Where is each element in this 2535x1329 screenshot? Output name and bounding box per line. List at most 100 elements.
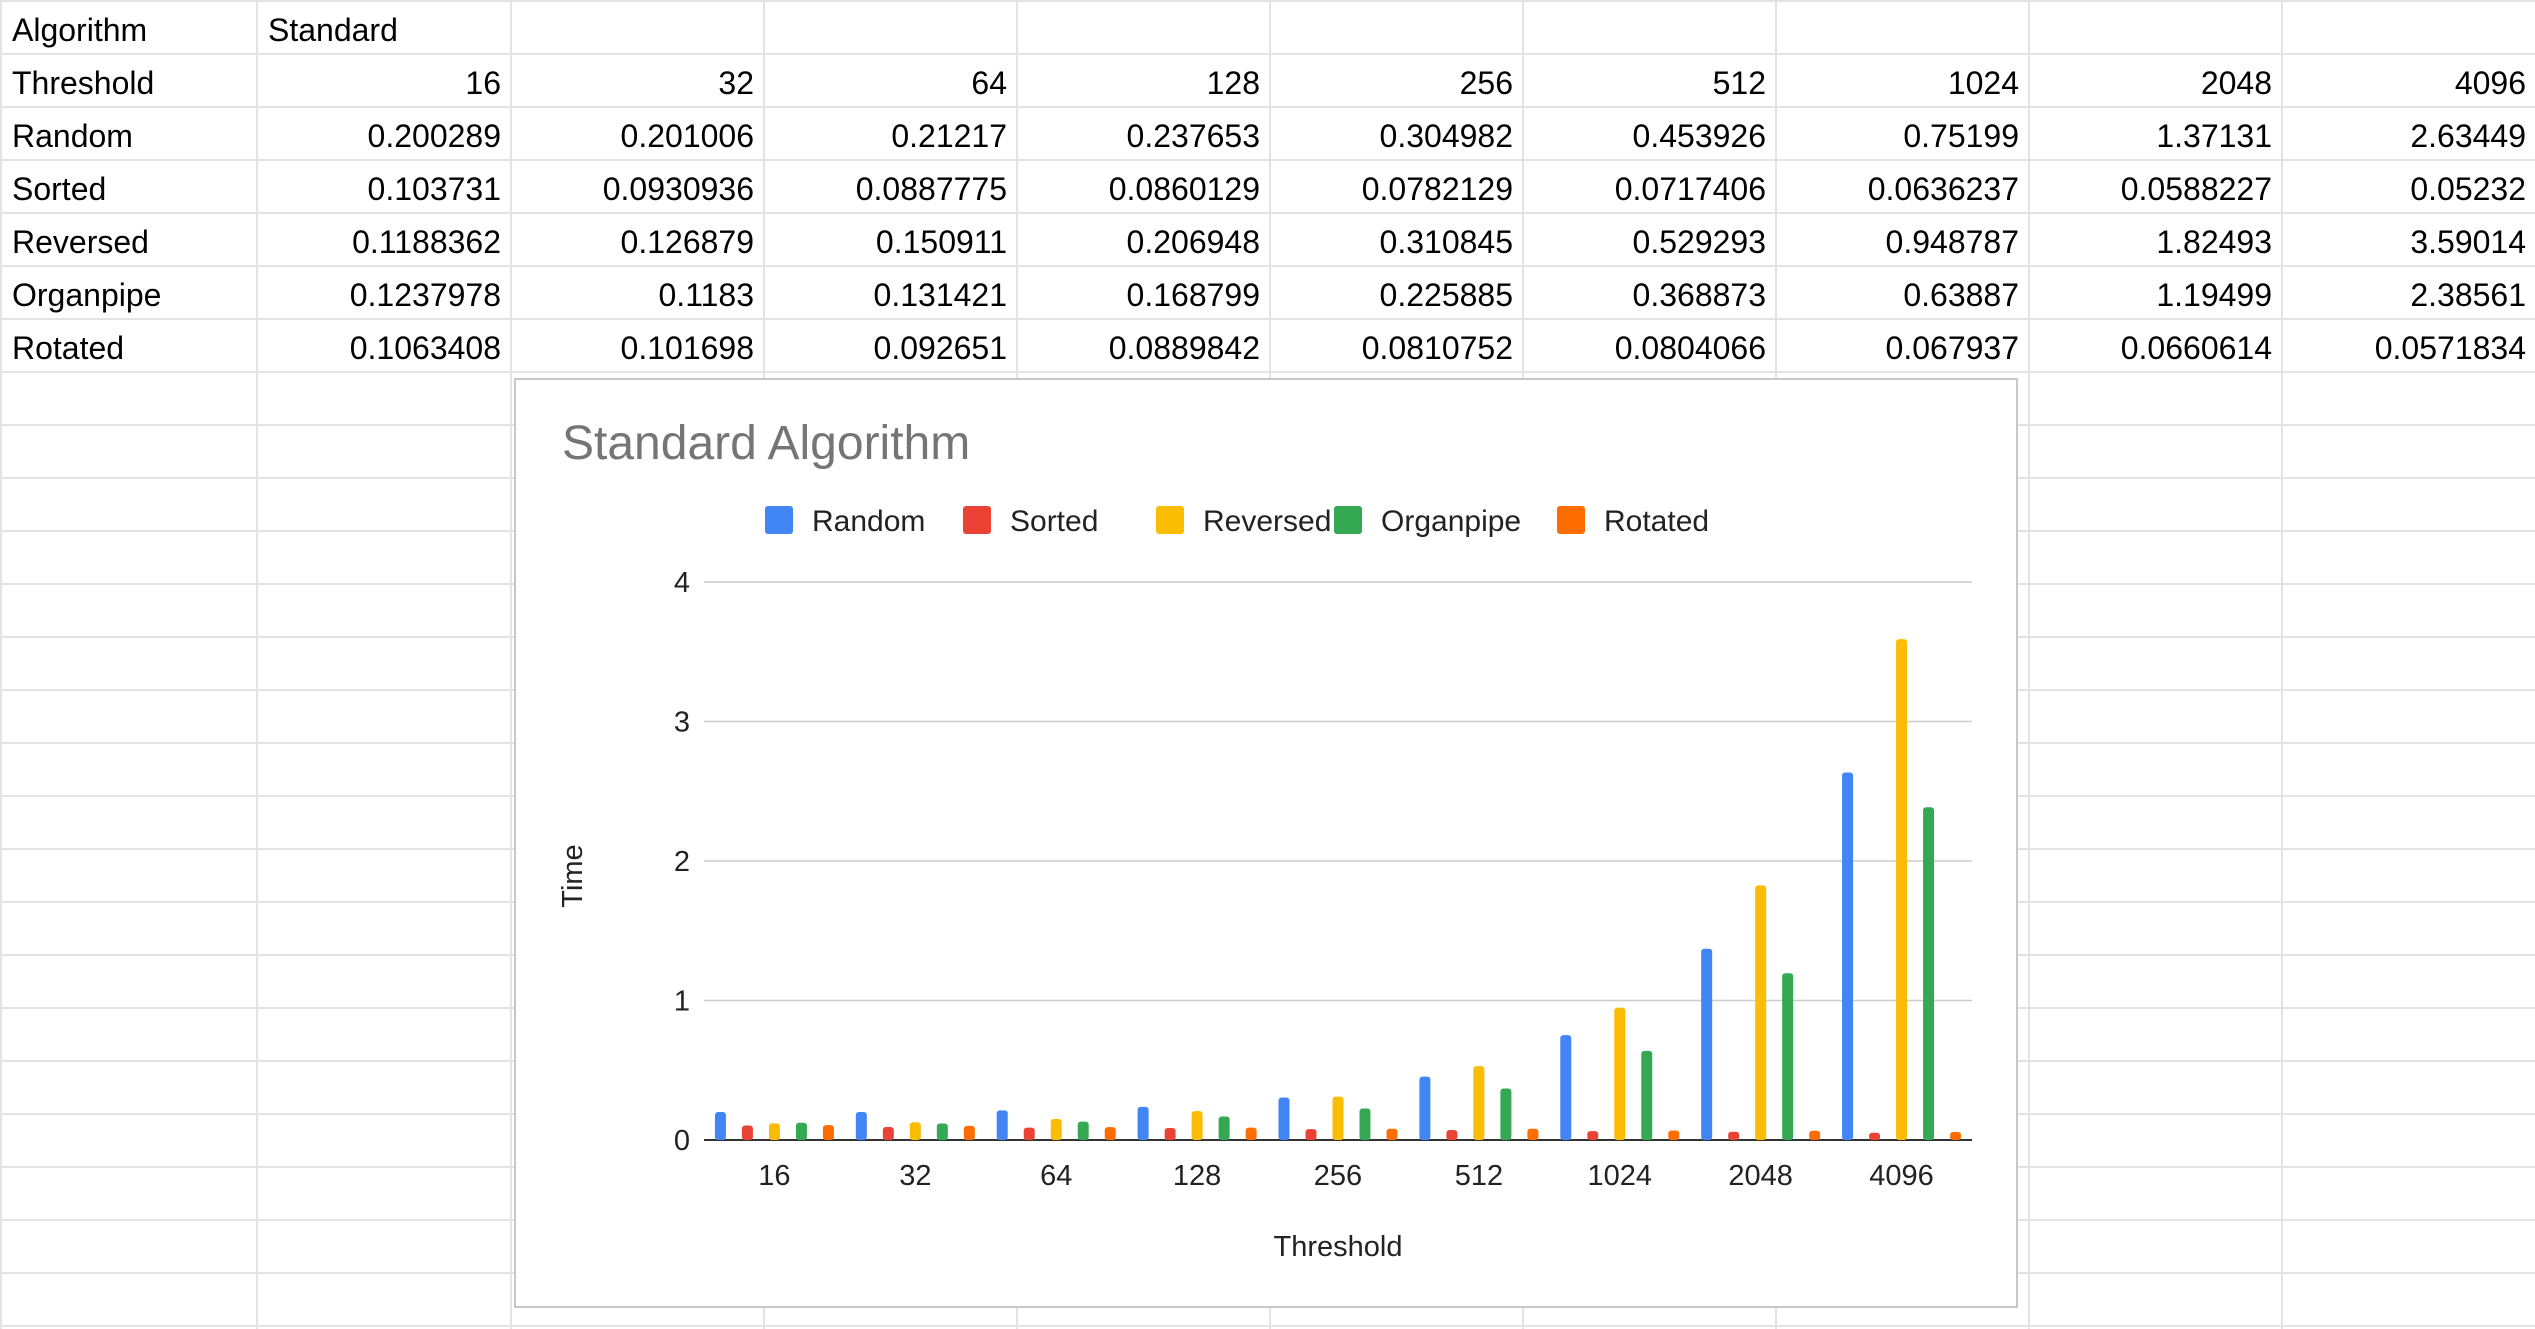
cell-value[interactable]: 0.0889842 (1108, 330, 1260, 366)
bar-random-64[interactable] (996, 1110, 1008, 1140)
cell-algorithm-value[interactable]: Standard (268, 12, 398, 48)
cell-value[interactable]: 0.0887775 (855, 171, 1007, 207)
cell-value[interactable]: 3.59014 (2410, 224, 2526, 260)
legend-swatch-random[interactable] (765, 506, 793, 534)
bar-reversed-128[interactable] (1191, 1111, 1203, 1140)
legend-swatch-organpipe[interactable] (1334, 506, 1362, 534)
cell-value[interactable]: 0.101698 (620, 330, 754, 366)
bar-sorted-4096[interactable] (1869, 1132, 1881, 1140)
bar-rotated-4096[interactable] (1950, 1132, 1962, 1140)
cell-value[interactable]: 0.453926 (1632, 118, 1766, 154)
cell-threshold-label[interactable]: Threshold (12, 65, 155, 101)
cell-value[interactable]: 0.200289 (367, 118, 501, 154)
legend-label-sorted[interactable]: Sorted (1010, 505, 1098, 538)
chart-legend[interactable]: Random Sorted Reversed Organpipe Rotated (765, 505, 1709, 538)
cell-row-label[interactable]: Rotated (12, 330, 125, 366)
cell-value[interactable]: 1.19499 (2156, 277, 2272, 313)
cell-value[interactable]: 0.948787 (1885, 224, 2019, 260)
cell-threshold-value[interactable]: 32 (718, 65, 754, 101)
cell-value[interactable]: 1.37131 (2156, 118, 2272, 154)
cell-value[interactable]: 0.1188362 (352, 224, 501, 260)
cell-value[interactable]: 0.21217 (891, 118, 1007, 154)
cell-value[interactable]: 0.225885 (1379, 277, 1513, 313)
bar-rotated-16[interactable] (822, 1125, 834, 1140)
cell-threshold-value[interactable]: 1024 (1947, 65, 2019, 101)
cell-value[interactable]: 0.067937 (1885, 330, 2019, 366)
embedded-chart[interactable]: Standard Algorithm Random Sorted Reversed O… (514, 378, 2018, 1308)
bar-rotated-256[interactable] (1386, 1128, 1398, 1140)
bar-reversed-512[interactable] (1473, 1066, 1485, 1140)
cell-value[interactable]: 0.131421 (873, 277, 1007, 313)
bar-random-256[interactable] (1278, 1097, 1290, 1140)
cell-value[interactable]: 2.38561 (2410, 277, 2526, 313)
bar-reversed-32[interactable] (909, 1122, 921, 1140)
legend-label-organpipe[interactable]: Organpipe (1381, 505, 1521, 538)
cell-value[interactable]: 0.237653 (1126, 118, 1260, 154)
bar-rotated-128[interactable] (1245, 1127, 1257, 1140)
cell-value[interactable]: 0.168799 (1126, 277, 1260, 313)
cell-value[interactable]: 0.103731 (367, 171, 501, 207)
bar-organpipe-4096[interactable] (1923, 807, 1935, 1140)
bar-rotated-32[interactable] (963, 1125, 975, 1140)
cell-value[interactable]: 0.0571834 (2374, 330, 2526, 366)
bar-reversed-2048[interactable] (1755, 885, 1767, 1140)
legend-swatch-sorted[interactable] (963, 506, 991, 534)
bar-organpipe-1024[interactable] (1641, 1050, 1653, 1140)
cell-value[interactable]: 0.75199 (1903, 118, 2019, 154)
cell-value[interactable]: 0.150911 (875, 224, 1007, 260)
cell-value[interactable]: 0.05232 (2410, 171, 2526, 207)
bar-organpipe-64[interactable] (1077, 1121, 1089, 1140)
bar-rotated-64[interactable] (1104, 1127, 1116, 1140)
bar-random-128[interactable] (1137, 1106, 1149, 1140)
cell-value[interactable]: 0.368873 (1632, 277, 1766, 313)
cell-threshold-value[interactable]: 512 (1712, 65, 1766, 101)
bar-sorted-128[interactable] (1164, 1128, 1176, 1140)
cell-value[interactable]: 0.0660614 (2120, 330, 2272, 366)
bar-reversed-4096[interactable] (1896, 639, 1908, 1140)
bar-rotated-512[interactable] (1527, 1128, 1539, 1140)
cell-value[interactable]: 0.0810752 (1361, 330, 1513, 366)
legend-label-rotated[interactable]: Rotated (1604, 505, 1709, 538)
cell-value[interactable]: 0.1237978 (349, 277, 501, 313)
bar-organpipe-2048[interactable] (1782, 973, 1794, 1140)
legend-label-reversed[interactable]: Reversed (1203, 505, 1331, 538)
cell-row-label[interactable]: Organpipe (12, 277, 162, 313)
bar-reversed-256[interactable] (1332, 1096, 1344, 1140)
cell-value[interactable]: 2.63449 (2410, 118, 2526, 154)
legend-label-random[interactable]: Random (812, 505, 925, 538)
cell-value[interactable]: 0.201006 (620, 118, 754, 154)
bar-random-2048[interactable] (1701, 948, 1713, 1140)
cell-value[interactable]: 0.310845 (1379, 224, 1513, 260)
bar-random-16[interactable] (714, 1112, 726, 1140)
legend-swatch-rotated[interactable] (1557, 506, 1585, 534)
bar-sorted-32[interactable] (882, 1127, 894, 1140)
bar-reversed-16[interactable] (768, 1123, 780, 1140)
cell-value[interactable]: 0.0717406 (1614, 171, 1766, 207)
bar-reversed-64[interactable] (1050, 1118, 1062, 1140)
bar-sorted-16[interactable] (741, 1125, 753, 1140)
bar-random-1024[interactable] (1560, 1035, 1572, 1140)
cell-value[interactable]: 0.529293 (1632, 224, 1766, 260)
bar-organpipe-512[interactable] (1500, 1088, 1512, 1140)
bar-sorted-1024[interactable] (1587, 1131, 1599, 1140)
bar-sorted-2048[interactable] (1728, 1131, 1740, 1140)
cell-threshold-value[interactable]: 256 (1459, 65, 1513, 101)
bar-organpipe-128[interactable] (1218, 1116, 1230, 1140)
cell-threshold-value[interactable]: 128 (1206, 65, 1260, 101)
cell-row-label[interactable]: Random (12, 118, 133, 154)
cell-threshold-value[interactable]: 64 (971, 65, 1007, 101)
cell-value[interactable]: 0.092651 (873, 330, 1007, 366)
bar-sorted-256[interactable] (1305, 1129, 1317, 1140)
cell-value[interactable]: 0.304982 (1379, 118, 1513, 154)
cell-row-label[interactable]: Sorted (12, 171, 107, 207)
cell-algorithm-label[interactable]: Algorithm (12, 12, 148, 48)
cell-threshold-value[interactable]: 4096 (2454, 65, 2526, 101)
bar-rotated-1024[interactable] (1668, 1130, 1680, 1140)
cell-value[interactable]: 0.1063408 (349, 330, 501, 366)
cell-threshold-value[interactable]: 16 (465, 65, 501, 101)
cell-value[interactable]: 0.0860129 (1108, 171, 1260, 207)
cell-value[interactable]: 0.0930936 (602, 171, 754, 207)
bar-organpipe-32[interactable] (936, 1123, 948, 1140)
cell-value[interactable]: 0.206948 (1126, 224, 1260, 260)
